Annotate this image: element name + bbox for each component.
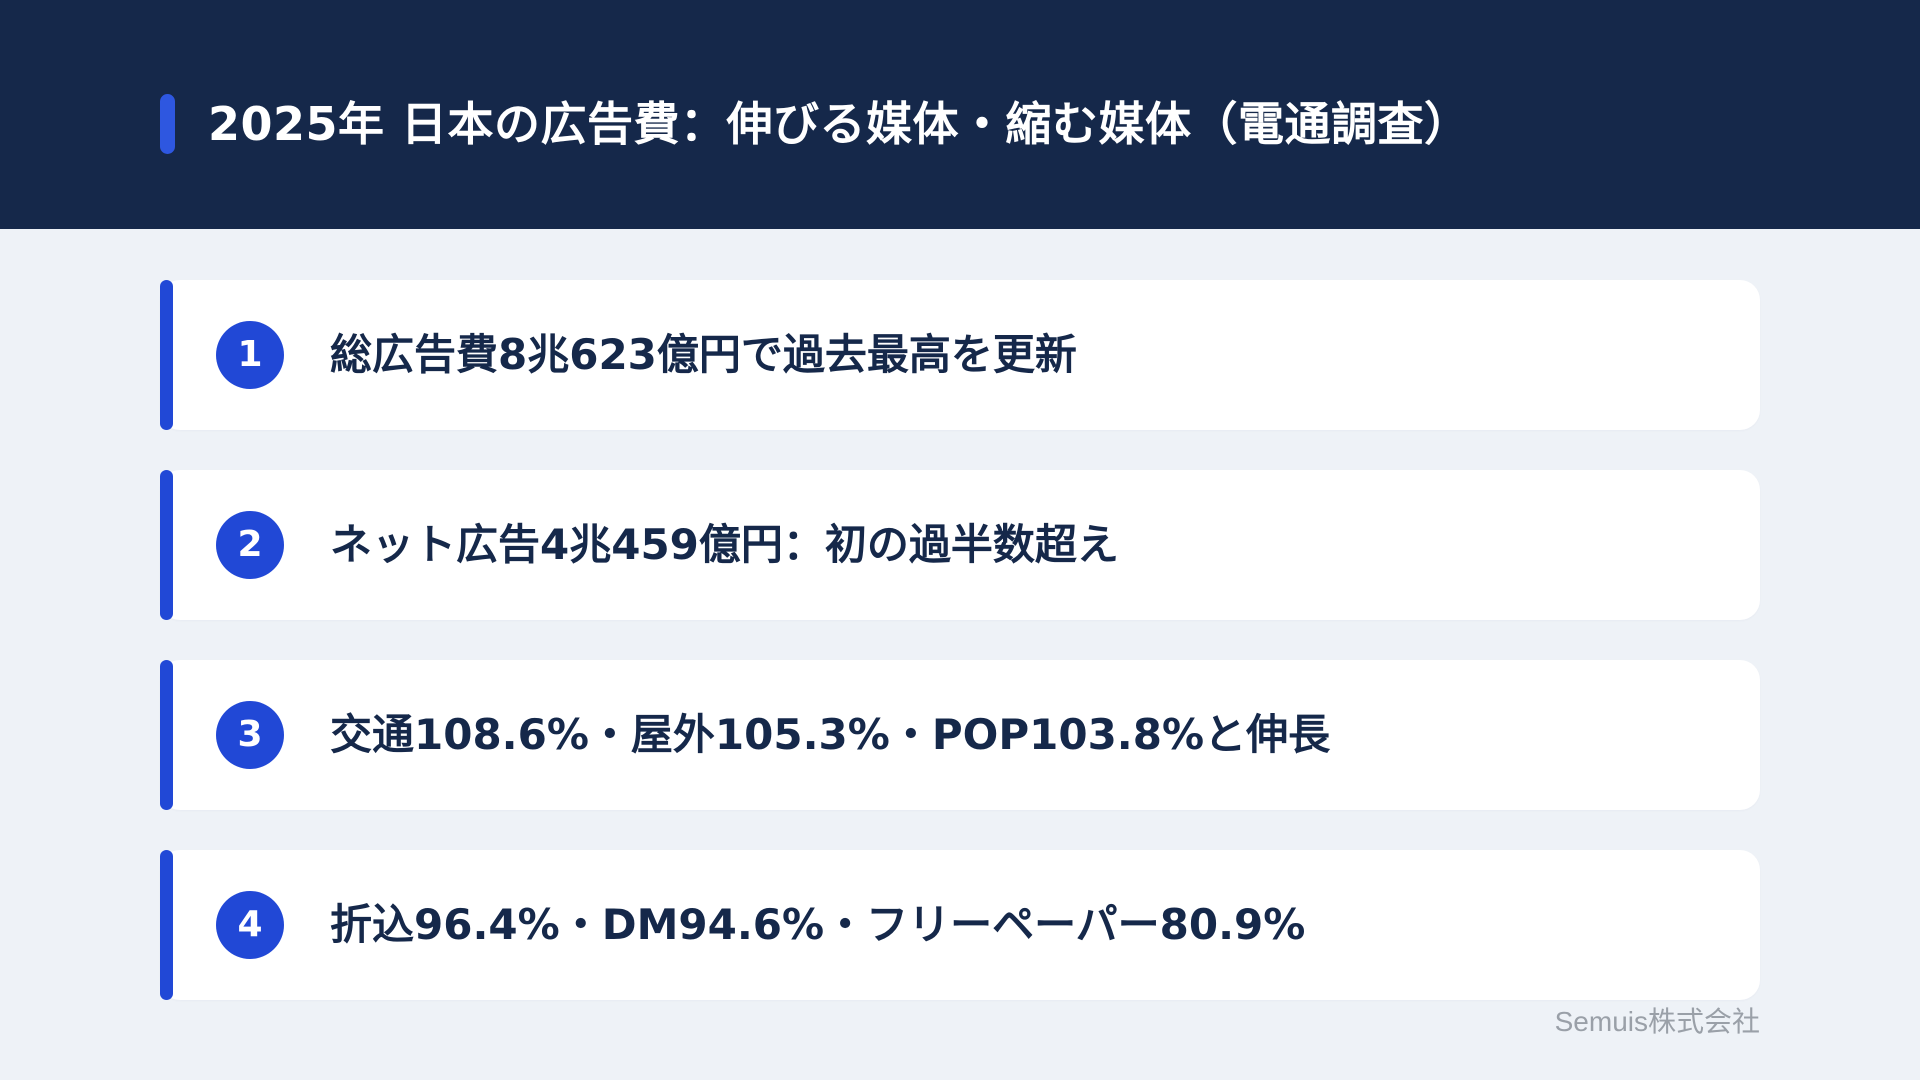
point-list: 1 総広告費8兆623億円で過去最高を更新 2 ネット広告4兆459億円：初の過… — [160, 280, 1760, 1040]
header: 2025年 日本の広告費：伸びる媒体・縮む媒体（電通調査） — [0, 0, 1920, 229]
point-card-2: 2 ネット広告4兆459億円：初の過半数超え — [160, 470, 1760, 620]
number-badge: 4 — [216, 891, 284, 959]
card-accent-bar — [160, 660, 173, 810]
card-accent-bar — [160, 280, 173, 430]
header-accent-bar — [160, 94, 175, 154]
point-text: 折込96.4%・DM94.6%・フリーペーパー80.9% — [330, 900, 1306, 949]
number-badge: 2 — [216, 511, 284, 579]
card-accent-bar — [160, 850, 173, 1000]
point-card-3: 3 交通108.6%・屋外105.3%・POP103.8%と伸長 — [160, 660, 1760, 810]
point-text: ネット広告4兆459億円：初の過半数超え — [330, 520, 1119, 569]
point-text: 交通108.6%・屋外105.3%・POP103.8%と伸長 — [330, 710, 1331, 759]
number-badge: 1 — [216, 321, 284, 389]
number-badge: 3 — [216, 701, 284, 769]
card-accent-bar — [160, 470, 173, 620]
point-card-4: 4 折込96.4%・DM94.6%・フリーペーパー80.9% — [160, 850, 1760, 1000]
page-title: 2025年 日本の広告費：伸びる媒体・縮む媒体（電通調査） — [208, 97, 1471, 151]
company-credit: Semuis株式会社 — [1554, 1006, 1760, 1037]
point-text: 総広告費8兆623億円で過去最高を更新 — [330, 330, 1077, 379]
point-card-1: 1 総広告費8兆623億円で過去最高を更新 — [160, 280, 1760, 430]
